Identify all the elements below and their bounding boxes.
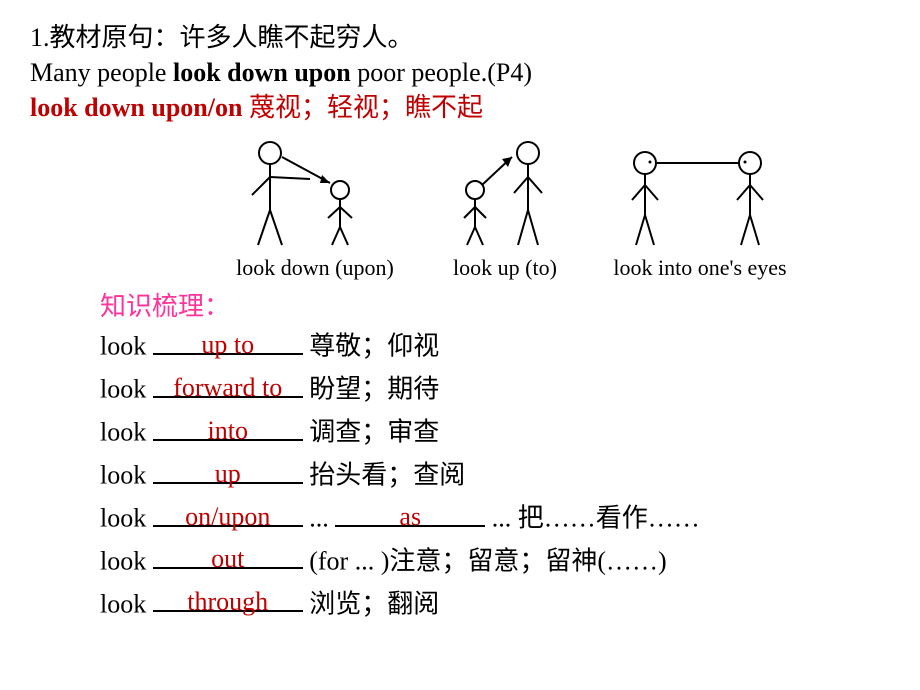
illus-2-caption: look up (to) bbox=[440, 255, 570, 281]
row-desc: 浏览；翻阅 bbox=[303, 589, 440, 618]
row-1: look up to 尊敬；仰视 bbox=[100, 324, 830, 367]
row-prefix: look bbox=[100, 504, 153, 533]
header-label: 1.教材原句： bbox=[30, 23, 180, 52]
row-prefix: look bbox=[100, 332, 153, 361]
row-3: look into 调查；审查 bbox=[100, 410, 830, 453]
row-desc: 盼望；期待 bbox=[303, 375, 440, 404]
line2-bold: look down upon bbox=[173, 58, 351, 87]
row-desc: 尊敬；仰视 bbox=[303, 332, 440, 361]
line2-post: poor people.(P4) bbox=[351, 58, 532, 87]
row-prefix: look bbox=[100, 461, 153, 490]
blank-text: out bbox=[211, 539, 244, 579]
header-cn: 许多人瞧不起穷人。 bbox=[180, 23, 414, 52]
illus-3-caption: look into one's eyes bbox=[610, 255, 790, 281]
blank-text: forward to bbox=[173, 368, 282, 408]
illus-1: look down (upon) bbox=[230, 135, 400, 281]
blank-text: into bbox=[208, 411, 248, 451]
blank-text: up bbox=[215, 454, 241, 494]
header-line-1: 1.教材原句：许多人瞧不起穷人。 bbox=[30, 20, 830, 55]
line3-bold: look down upon/on bbox=[30, 93, 249, 122]
row-mid: ... bbox=[303, 504, 336, 533]
row-5: look on/upon ... as ... 把……看作…… bbox=[100, 496, 830, 539]
row-6: look out (for ... )注意；留意；留神(……) bbox=[100, 539, 830, 582]
blank: out bbox=[153, 539, 303, 582]
blank: forward to bbox=[153, 367, 303, 410]
row-desc: 调查；审查 bbox=[303, 418, 440, 447]
row-desc: ... 把……看作…… bbox=[485, 504, 700, 533]
blank: into bbox=[153, 410, 303, 453]
row-4: look up 抬头看；查阅 bbox=[100, 453, 830, 496]
row-desc: 抬头看；查阅 bbox=[303, 461, 466, 490]
row-7: look through 浏览；翻阅 bbox=[100, 582, 830, 625]
illustration-row: look down (upon) look up (to) bbox=[230, 135, 830, 281]
section-title: 知识梳理： bbox=[100, 289, 830, 324]
row-desc: (for ... )注意；留意；留神(……) bbox=[303, 546, 667, 575]
illus-1-caption: look down (upon) bbox=[230, 255, 400, 281]
header-line-2: Many people look down upon poor people.(… bbox=[30, 55, 830, 90]
blank: on/upon bbox=[153, 496, 303, 539]
row-prefix: look bbox=[100, 589, 153, 618]
blank-text: on/upon bbox=[185, 497, 270, 537]
illus-2: look up (to) bbox=[440, 135, 570, 281]
row-prefix: look bbox=[100, 546, 153, 575]
blank-text: through bbox=[187, 582, 268, 622]
blank-2: as bbox=[335, 496, 485, 539]
row-prefix: look bbox=[100, 418, 153, 447]
blank: through bbox=[153, 582, 303, 625]
row-2: look forward to 盼望；期待 bbox=[100, 367, 830, 410]
knowledge-section: 知识梳理： look up to 尊敬；仰视 look forward to 盼… bbox=[100, 289, 830, 624]
blank-text: up to bbox=[201, 325, 254, 365]
blank-text-2: as bbox=[399, 497, 421, 537]
blank: up to bbox=[153, 324, 303, 367]
header-line-3: look down upon/on 蔑视；轻视；瞧不起 bbox=[30, 90, 830, 125]
blank: up bbox=[153, 453, 303, 496]
illus-3: look into one's eyes bbox=[610, 135, 790, 281]
line3-cn: 蔑视；轻视；瞧不起 bbox=[249, 93, 483, 122]
row-prefix: look bbox=[100, 375, 153, 404]
line2-pre: Many people bbox=[30, 58, 173, 87]
